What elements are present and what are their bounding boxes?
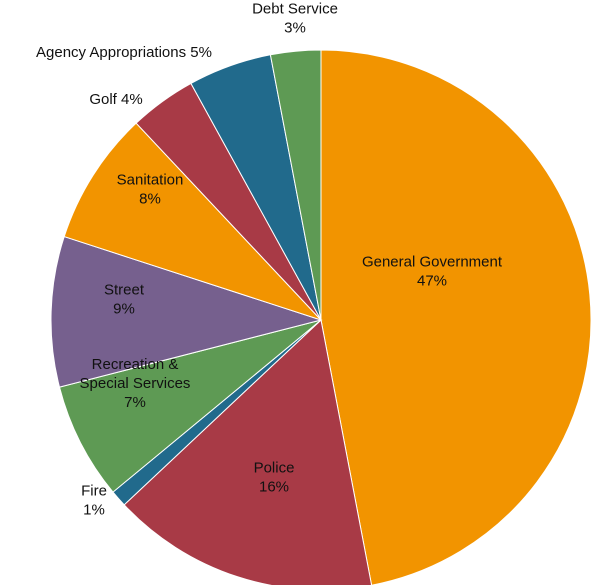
label-line: 1% [83,502,105,519]
label-line: 8% [139,191,161,208]
slice-street [50,235,323,388]
label-golf: Golf 4% [89,91,142,108]
label-line: General Government [362,254,503,271]
pie-labels: General Government 47% Police 16% Fire 1% Recr… [36,1,503,519]
slice-debt-service [269,49,322,321]
label-line: Special Services [80,375,191,392]
label-line: 3% [284,20,306,37]
label-general-government: General Government 47% [362,254,503,290]
label-line: Police [254,460,295,477]
label-sanitation: Sanitation 8% [117,172,184,208]
pie-slices [50,49,592,585]
label-police: Police 16% [254,460,295,496]
label-line: Fire [81,483,107,500]
label-line: Agency Appropriations 5% [36,44,212,61]
label-line: Debt Service [252,1,338,18]
slice-sanitation [63,122,322,321]
slice-recreation-and-special-services [58,319,322,493]
label-debt-service: Debt Service 3% [252,1,338,37]
slice-general-government [320,49,592,585]
label-line: 47% [417,273,447,290]
label-line: 9% [113,301,135,318]
label-agency-appropriations: Agency Appropriations 5% [36,44,212,61]
label-street: Street 9% [104,282,145,318]
label-line: Recreation & [92,356,179,373]
label-recreation-and-special-services: Recreation & Special Services 7% [80,356,191,411]
label-line: 7% [124,394,146,411]
label-line: 16% [259,479,289,496]
label-line: Street [104,282,145,299]
label-line: Golf 4% [89,91,142,108]
label-line: Sanitation [117,172,184,189]
label-fire: Fire 1% [81,483,107,519]
slice-police [123,319,373,585]
